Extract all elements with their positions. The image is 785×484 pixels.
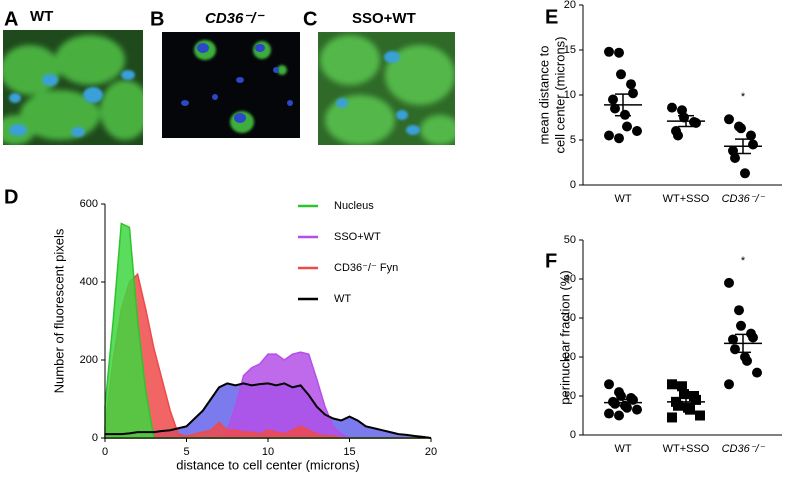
dot xyxy=(667,412,677,423)
dot xyxy=(628,88,638,99)
dot xyxy=(734,305,744,316)
x-tick-label: 15 xyxy=(343,446,355,458)
dot xyxy=(622,121,632,132)
dot xyxy=(673,130,683,141)
annotation: * xyxy=(741,255,746,267)
dot xyxy=(685,404,695,415)
dot xyxy=(695,410,705,421)
y-tick-label: 5 xyxy=(570,134,576,146)
dot xyxy=(740,168,750,179)
dot xyxy=(616,69,626,80)
dot xyxy=(736,123,746,134)
y-tick-label: 0 xyxy=(570,429,576,441)
dot xyxy=(616,391,626,401)
dot xyxy=(724,277,734,288)
y-tick-label: 10 xyxy=(564,89,576,101)
y-tick-label: 40 xyxy=(564,273,576,285)
dot xyxy=(626,79,636,90)
x-tick-label: CD36⁻/⁻ xyxy=(722,193,766,205)
x-axis-label: distance to cell center (microns) xyxy=(176,457,360,472)
x-tick-label: 20 xyxy=(425,446,437,458)
dot xyxy=(667,379,677,390)
panel-letter: C xyxy=(303,8,317,30)
panel-letter: F xyxy=(545,250,557,272)
panel-letter: A xyxy=(4,8,18,30)
dot xyxy=(604,130,614,141)
dot xyxy=(604,379,614,390)
y-tick-label: 0 xyxy=(570,179,576,191)
y-tick-label: 15 xyxy=(564,44,576,56)
dot xyxy=(752,367,762,378)
dot xyxy=(632,126,642,136)
image-label: WT xyxy=(30,8,53,25)
y-axis-label: Number of fluorescent pixels xyxy=(51,228,66,393)
dot xyxy=(724,114,734,125)
legend-label: WT xyxy=(334,293,351,305)
panel-letter: E xyxy=(545,6,558,28)
dot xyxy=(604,46,614,57)
panel-letter: D xyxy=(4,186,18,208)
dot xyxy=(691,394,701,405)
y-axis-label: perinuclear fraction (%) xyxy=(557,270,572,404)
y-tick-label: 20 xyxy=(564,0,576,11)
x-tick-label: 10 xyxy=(262,446,274,458)
legend-label: Nucleus xyxy=(334,200,374,212)
legend-label: SSO+WT xyxy=(334,231,381,243)
dot xyxy=(620,109,630,120)
dot xyxy=(746,130,756,141)
y-tick-label: 50 xyxy=(564,234,576,246)
dot xyxy=(610,103,620,114)
y-axis-label: mean distance to xyxy=(536,45,551,144)
dot xyxy=(730,153,740,163)
dot xyxy=(679,389,689,400)
dot xyxy=(742,355,752,366)
legend-label: CD36⁻/⁻ Fyn xyxy=(334,262,398,274)
dot xyxy=(748,139,758,150)
dot xyxy=(677,381,687,392)
line xyxy=(105,382,432,439)
x-tick-label: WT xyxy=(614,193,631,205)
dot xyxy=(667,102,677,113)
image-label: CD36⁻/⁻ xyxy=(205,10,265,27)
dot xyxy=(724,379,734,390)
y-tick-label: 400 xyxy=(80,276,98,288)
x-tick-label: 5 xyxy=(183,446,189,458)
micrograph-c xyxy=(318,32,455,145)
dot xyxy=(608,94,618,105)
x-tick-label: WT xyxy=(614,443,631,455)
x-tick-label: WT+SSO xyxy=(663,443,710,455)
x-tick-label: WT+SSO xyxy=(663,193,710,205)
dot xyxy=(632,404,642,415)
image-label: SSO+WT xyxy=(352,10,416,27)
y-tick-label: 20 xyxy=(564,351,576,363)
y-tick-label: 30 xyxy=(564,312,576,324)
micrograph-b xyxy=(162,32,300,138)
dot xyxy=(604,408,614,419)
x-tick-label: CD36⁻/⁻ xyxy=(722,443,766,455)
x-tick-label: 0 xyxy=(102,446,108,458)
micrograph-a xyxy=(3,30,143,145)
dot xyxy=(614,410,624,421)
y-axis-label: cell center (microns) xyxy=(552,36,567,153)
dot xyxy=(610,398,620,409)
dot xyxy=(614,133,624,144)
y-tick-label: 0 xyxy=(92,432,98,444)
dot xyxy=(728,334,738,345)
y-tick-label: 10 xyxy=(564,390,576,402)
panel-letter: B xyxy=(150,8,164,30)
annotation: * xyxy=(741,91,746,103)
y-tick-label: 600 xyxy=(80,198,98,210)
y-tick-label: 200 xyxy=(80,354,98,366)
dot xyxy=(614,47,624,58)
dot xyxy=(736,320,746,331)
